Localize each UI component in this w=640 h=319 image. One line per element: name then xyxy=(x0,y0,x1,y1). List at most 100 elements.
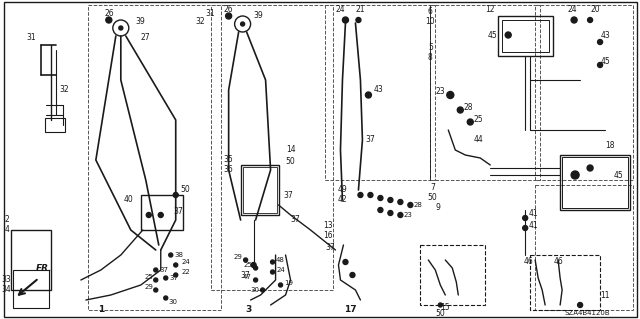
Circle shape xyxy=(271,270,275,274)
Text: 13: 13 xyxy=(324,220,333,229)
Text: 4: 4 xyxy=(4,226,10,234)
Circle shape xyxy=(173,273,178,277)
Text: 24: 24 xyxy=(276,267,285,273)
Bar xyxy=(430,5,540,180)
Bar xyxy=(243,167,276,213)
Circle shape xyxy=(164,276,168,280)
Text: 37: 37 xyxy=(365,136,375,145)
Text: 32: 32 xyxy=(196,18,205,26)
Text: 12: 12 xyxy=(486,5,495,14)
Text: 37: 37 xyxy=(291,216,300,225)
Text: 36: 36 xyxy=(224,166,234,174)
Text: 27: 27 xyxy=(141,33,150,42)
Circle shape xyxy=(260,288,264,292)
Circle shape xyxy=(278,283,282,287)
Text: 50: 50 xyxy=(428,194,437,203)
Text: 50: 50 xyxy=(435,308,445,317)
Text: SZA4B4120B: SZA4B4120B xyxy=(564,310,610,316)
Circle shape xyxy=(173,192,178,197)
Circle shape xyxy=(173,263,178,267)
Text: 37: 37 xyxy=(241,271,250,279)
Circle shape xyxy=(241,22,244,26)
Text: 23: 23 xyxy=(435,87,445,97)
Text: 11: 11 xyxy=(600,291,610,300)
Text: 37: 37 xyxy=(284,190,293,199)
Text: 33: 33 xyxy=(1,276,11,285)
Circle shape xyxy=(253,278,257,282)
Bar xyxy=(211,5,333,290)
Circle shape xyxy=(154,278,157,282)
Bar xyxy=(88,5,221,310)
Text: 46: 46 xyxy=(524,257,533,266)
Bar xyxy=(502,20,549,52)
Circle shape xyxy=(356,18,361,23)
Text: 30: 30 xyxy=(168,299,177,305)
Circle shape xyxy=(523,216,527,220)
Circle shape xyxy=(154,268,157,272)
Circle shape xyxy=(438,303,442,307)
Circle shape xyxy=(571,17,577,23)
Bar xyxy=(241,165,278,215)
Circle shape xyxy=(169,253,173,257)
Text: 25: 25 xyxy=(145,274,153,280)
Bar xyxy=(420,245,485,305)
Text: 26: 26 xyxy=(104,10,114,19)
Text: 17: 17 xyxy=(344,306,356,315)
Circle shape xyxy=(378,196,383,201)
Text: 29: 29 xyxy=(145,284,153,290)
Text: 19: 19 xyxy=(284,280,293,286)
Text: FR.: FR. xyxy=(36,264,52,273)
Circle shape xyxy=(164,296,168,300)
Bar xyxy=(530,255,600,310)
Text: 9: 9 xyxy=(436,204,441,212)
Text: 43: 43 xyxy=(374,85,383,94)
Text: 25: 25 xyxy=(243,262,252,268)
Bar xyxy=(141,195,182,230)
Circle shape xyxy=(358,192,363,197)
Circle shape xyxy=(158,212,163,218)
Circle shape xyxy=(577,302,582,308)
Circle shape xyxy=(251,263,256,268)
Text: 37: 37 xyxy=(326,243,335,253)
Circle shape xyxy=(588,18,593,23)
Text: 31: 31 xyxy=(206,10,216,19)
Text: 10: 10 xyxy=(426,18,435,26)
Circle shape xyxy=(244,258,248,262)
Circle shape xyxy=(253,266,257,270)
Text: 16: 16 xyxy=(324,231,333,240)
Circle shape xyxy=(119,26,123,30)
Text: 6: 6 xyxy=(428,8,433,17)
Circle shape xyxy=(343,259,348,264)
Circle shape xyxy=(271,260,275,264)
Circle shape xyxy=(571,171,579,179)
Text: 20: 20 xyxy=(590,5,600,14)
Text: 8: 8 xyxy=(428,54,433,63)
Text: 39: 39 xyxy=(253,11,264,20)
Text: 7: 7 xyxy=(430,183,435,192)
Text: 31: 31 xyxy=(26,33,36,42)
Bar xyxy=(535,185,633,310)
Circle shape xyxy=(388,197,393,203)
Circle shape xyxy=(365,92,371,98)
Circle shape xyxy=(106,17,112,23)
Text: 45: 45 xyxy=(600,57,610,66)
Circle shape xyxy=(505,32,511,38)
Text: 3: 3 xyxy=(246,306,252,315)
Text: 22: 22 xyxy=(181,269,190,275)
Text: 37: 37 xyxy=(169,275,178,281)
Circle shape xyxy=(447,92,454,99)
Circle shape xyxy=(378,207,383,212)
Text: 21: 21 xyxy=(356,5,365,14)
Text: 25: 25 xyxy=(474,115,483,123)
Text: 28: 28 xyxy=(463,102,473,112)
Text: 40: 40 xyxy=(124,196,134,204)
Text: 15: 15 xyxy=(440,303,450,313)
Text: 18: 18 xyxy=(605,140,615,150)
Text: 47: 47 xyxy=(243,274,252,280)
Circle shape xyxy=(368,192,373,197)
Bar xyxy=(562,157,628,208)
Text: 50: 50 xyxy=(285,158,296,167)
Bar xyxy=(560,155,630,210)
Text: 41: 41 xyxy=(529,220,538,229)
Text: 5: 5 xyxy=(428,43,433,53)
